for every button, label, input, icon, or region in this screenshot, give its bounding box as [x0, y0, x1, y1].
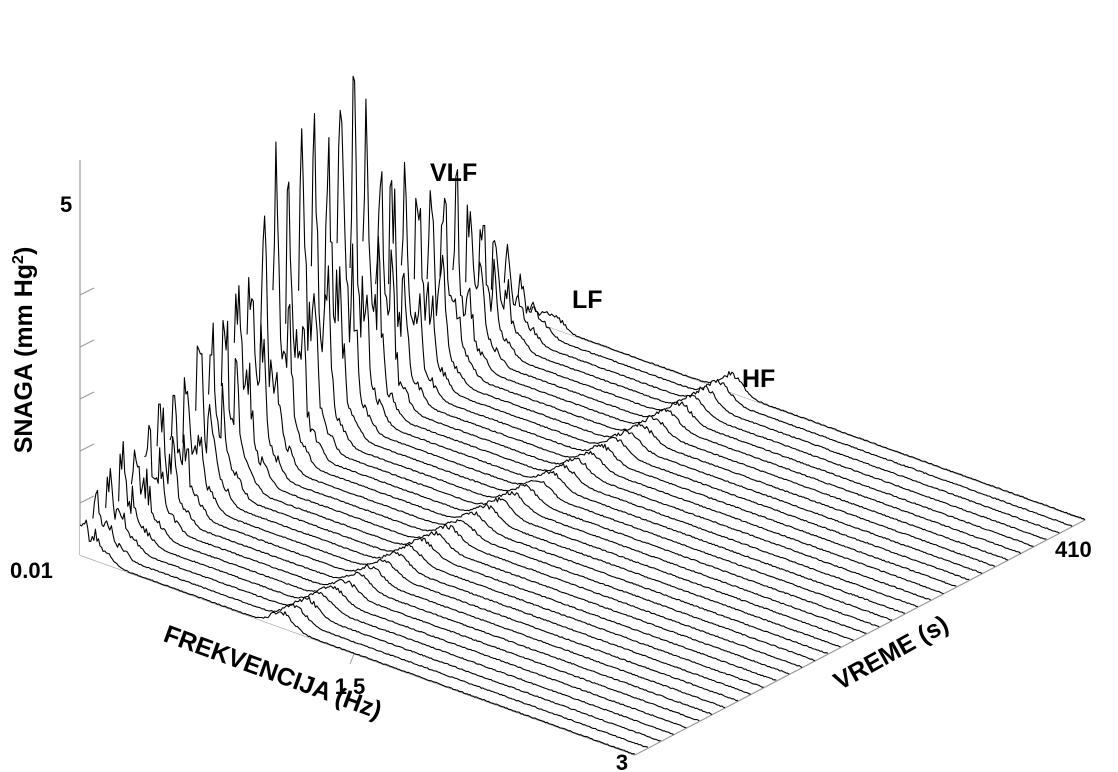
spectrum-trace: [375, 171, 932, 601]
spectrum-trace: [478, 224, 1034, 547]
spectrum-trace: [156, 403, 713, 715]
band-label-lf: LF: [572, 286, 603, 314]
spectrum-trace: [144, 424, 700, 722]
spectrum-trace: [272, 141, 829, 654]
spectrum-trace: [439, 197, 996, 567]
time-axis-line: [634, 519, 1086, 756]
spectrum-trace: [208, 322, 764, 688]
spectrum-trace: [490, 240, 1047, 540]
power-axis-label-superscript: 2: [10, 255, 27, 264]
spectrum-trace: [182, 377, 738, 702]
spectrum-trace: [336, 109, 893, 621]
spectrum-trace: [529, 301, 1086, 521]
z-tick-mark: [79, 339, 95, 348]
spectrum-trace: [298, 128, 854, 641]
spectrum-trace: [452, 169, 1008, 561]
spectrum-trace: [195, 345, 751, 695]
spectrum-trace: [413, 197, 970, 580]
spectrum-trace: [259, 215, 816, 662]
spectrum-trace: [426, 190, 983, 574]
spectrum-trace: [465, 204, 1022, 555]
power-axis-label-text: SNAGA (mm Hg: [10, 264, 38, 453]
spectrum-trace: [349, 75, 906, 614]
spectrum-trace: [285, 181, 841, 648]
frequency-axis-tick: [349, 653, 355, 665]
spectrum-trace: [233, 285, 790, 675]
spectrum-trace: [388, 179, 944, 595]
spectrum-trace: [503, 243, 1060, 534]
z-tick-mark: [79, 495, 95, 504]
z-tick-mark: [79, 287, 95, 296]
frequency-tick-label-end: 3: [616, 750, 628, 772]
frequency-tick-label-start: 0.01: [10, 558, 53, 583]
time-tick-label: 410: [1055, 537, 1092, 562]
spectrum-trace: [92, 489, 649, 748]
power-axis-label-close: ): [10, 247, 38, 255]
z-tick-marks: [79, 287, 95, 504]
spectrum-trace: [323, 137, 880, 628]
time-axis-label: VREME (s): [829, 610, 953, 696]
band-label-hf: HF: [742, 365, 775, 393]
spectrum-traces: [79, 75, 1086, 755]
spectrum-trace: [310, 112, 867, 634]
z-tick-mark: [79, 443, 95, 452]
spectrum-trace: [169, 394, 726, 709]
spectrum-trace: [362, 98, 918, 608]
spectrum-trace: [130, 449, 687, 729]
spectrum-trace: [105, 467, 661, 742]
spectrum-trace: [79, 519, 636, 755]
spectrum-trace: [400, 161, 957, 587]
spectrum-trace: [516, 273, 1073, 527]
spectrum-trace: [246, 277, 803, 668]
z-tick-mark: [79, 391, 95, 400]
power-axis-label: SNAGA (mm Hg2): [10, 247, 38, 454]
frequency-tick-label-mid: 1.5: [335, 674, 366, 699]
spectrum-trace: [118, 440, 674, 736]
frequency-axis-label: FREKVENCIJA (Hz): [160, 620, 385, 725]
band-label-vlf: VLF: [430, 159, 477, 187]
z-tick-label: 5: [60, 192, 72, 217]
time-axis-tick: [1069, 514, 1086, 521]
spectrum-trace: [220, 319, 777, 681]
